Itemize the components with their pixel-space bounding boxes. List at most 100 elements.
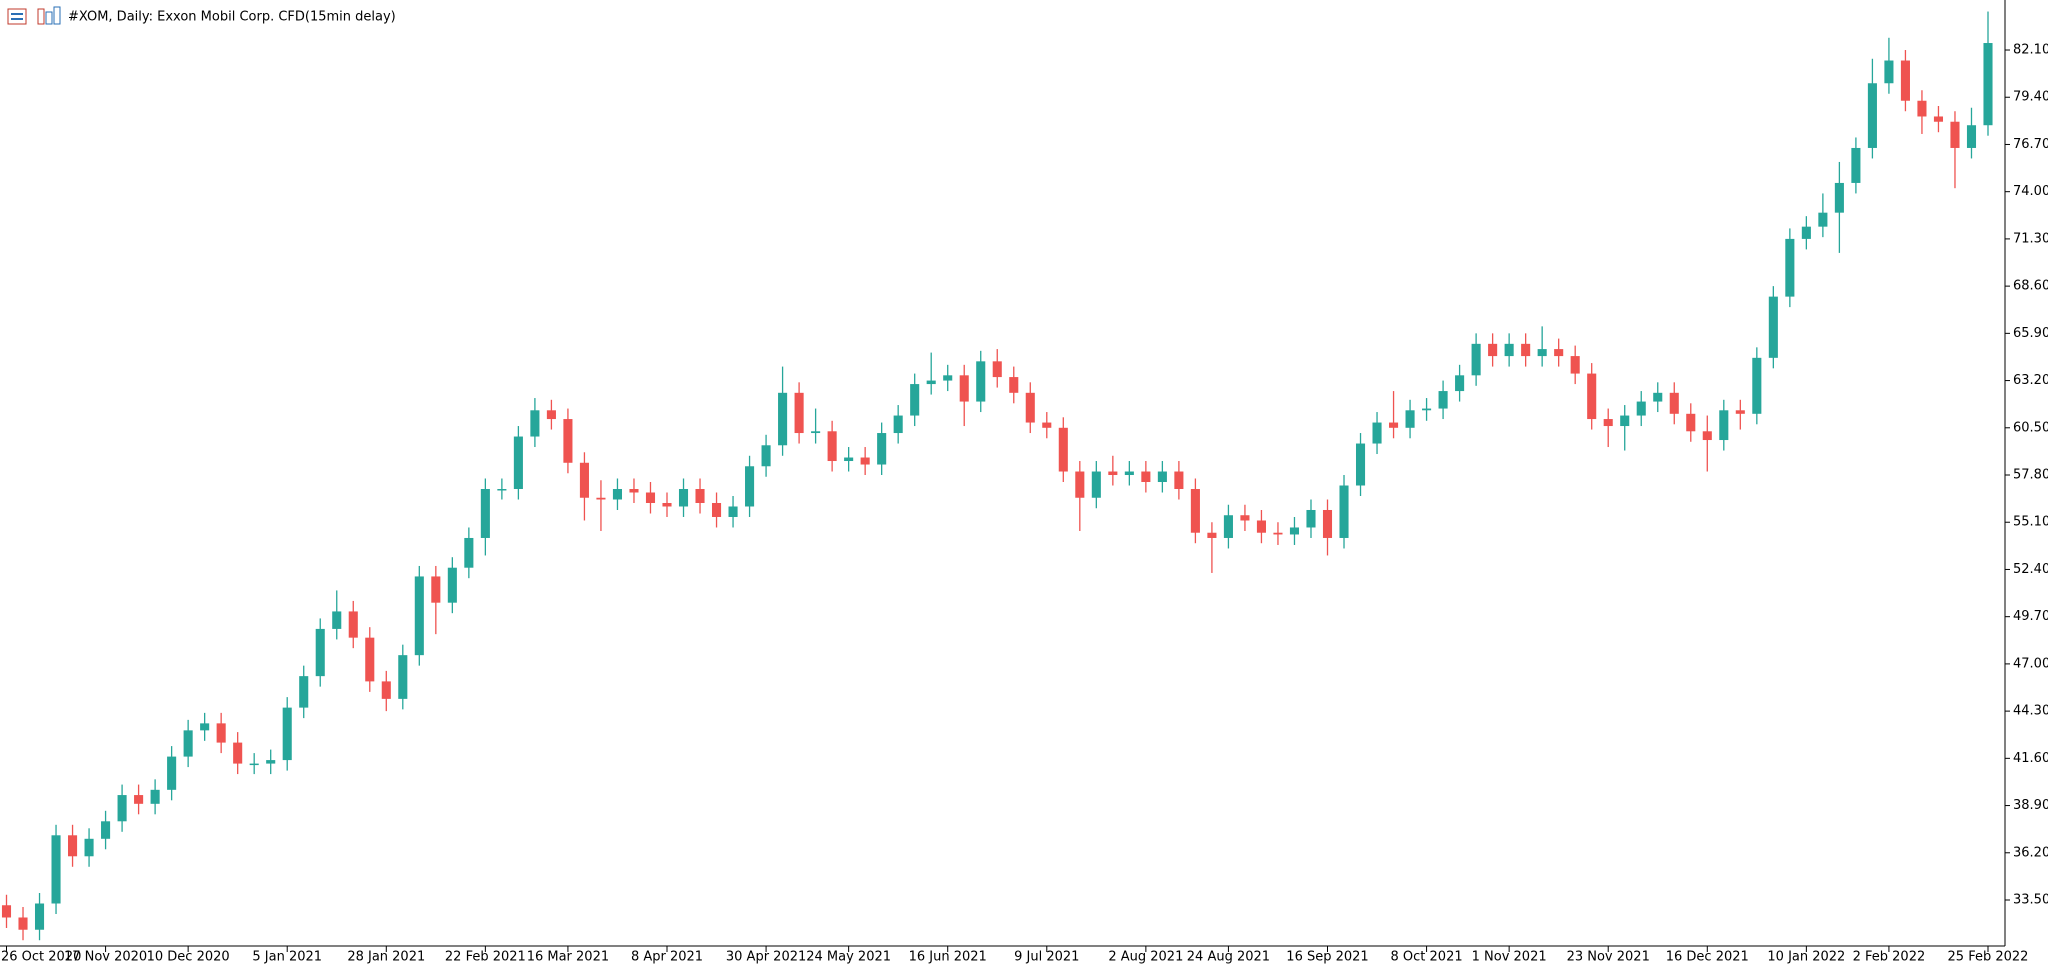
candle-body: [943, 375, 953, 381]
candle-body: [1554, 349, 1564, 357]
candle-body: [1455, 375, 1465, 392]
candle-body: [513, 436, 523, 490]
candle-body: [1339, 485, 1349, 538]
candle-body: [18, 917, 28, 930]
y-tick-label: 52.40: [2013, 562, 2048, 577]
candle-body: [1372, 422, 1382, 444]
candle-body: [68, 835, 78, 857]
toolbar-icons[interactable]: [7, 6, 61, 25]
candle-body: [761, 445, 771, 467]
candle-body: [893, 415, 903, 434]
candle-body: [844, 457, 854, 462]
candle-body: [1983, 43, 1993, 126]
candle-body: [84, 838, 94, 857]
x-tick-label: 23 Nov 2021: [1567, 950, 1650, 965]
candle-body: [1834, 182, 1844, 213]
candle-body: [1322, 509, 1333, 538]
candle-body: [1471, 343, 1481, 376]
candle-body: [1801, 226, 1811, 239]
candle-body: [1587, 373, 1597, 420]
candle-body: [216, 723, 226, 743]
candle-body: [1933, 116, 1944, 122]
x-tick-label: 17 Nov 2020: [64, 950, 147, 965]
candle-body: [1438, 391, 1448, 409]
list-icon[interactable]: [7, 8, 27, 25]
candle-body: [778, 392, 788, 446]
candle-body: [1636, 401, 1646, 416]
candle-body: [992, 361, 1002, 378]
y-tick-label: 38.90: [2013, 798, 2048, 813]
candle-body: [34, 903, 45, 930]
candle-body: [1686, 413, 1696, 432]
x-tick-label: 24 Aug 2021: [1187, 950, 1270, 965]
candle-body: [1537, 349, 1547, 357]
candle-body: [1108, 471, 1118, 476]
candle-body: [1355, 443, 1366, 486]
candle-body: [563, 419, 573, 463]
candle-body: [51, 835, 61, 904]
x-tick-label: 2 Feb 2022: [1853, 950, 1926, 965]
candle-body: [811, 431, 821, 434]
candle-body: [1521, 343, 1531, 357]
candle-body: [1190, 489, 1200, 533]
candle-body: [1950, 121, 1960, 148]
x-tick-label: 16 Mar 2021: [527, 950, 609, 965]
candle-body: [266, 760, 276, 764]
candle-body: [233, 742, 243, 764]
y-tick-label: 68.60: [2013, 279, 2048, 294]
candle-body: [579, 462, 589, 498]
candle-body: [926, 380, 936, 385]
candle-body: [1240, 515, 1250, 521]
x-tick-label: 16 Dec 2021: [1666, 950, 1749, 965]
x-tick-label: 1 Nov 2021: [1472, 950, 1547, 965]
candle-body: [662, 502, 672, 507]
x-tick-label: 5 Jan 2021: [252, 950, 322, 965]
x-tick-label: 24 May 2021: [806, 950, 891, 965]
candle-body: [447, 567, 457, 603]
candle-body: [910, 384, 920, 416]
bar-icon[interactable]: [37, 8, 45, 25]
candle-body: [629, 489, 639, 493]
candle-body: [1389, 422, 1399, 428]
candle-body: [249, 763, 259, 766]
candle-body: [745, 466, 755, 507]
candle-body: [976, 361, 986, 402]
y-tick-label: 41.60: [2013, 751, 2048, 766]
candle-body: [117, 795, 127, 822]
x-tick-label: 2 Aug 2021: [1108, 950, 1183, 965]
candle-body: [1735, 410, 1745, 414]
candle-body: [794, 392, 804, 434]
y-tick-label: 44.30: [2013, 704, 2048, 719]
candle-body: [1306, 509, 1316, 528]
candle-body: [1289, 527, 1300, 535]
candle-body: [1966, 125, 1977, 148]
candle-body: [134, 795, 144, 804]
candle-body: [101, 821, 111, 839]
candle-body: [1719, 410, 1729, 441]
candle-body: [1025, 392, 1035, 423]
candle-body: [678, 489, 689, 507]
y-tick-label: 36.20: [2013, 845, 2048, 860]
y-tick-label: 63.20: [2013, 373, 2048, 388]
y-tick-label: 65.90: [2013, 326, 2048, 341]
candle-body: [645, 492, 656, 503]
candle-body: [365, 637, 375, 682]
candle-body: [1504, 343, 1514, 357]
x-tick-label: 8 Apr 2021: [631, 950, 703, 965]
candle-body: [1141, 471, 1151, 483]
y-tick-label: 79.40: [2013, 90, 2048, 105]
candle-body: [1058, 427, 1068, 472]
y-tick-label: 82.10: [2013, 43, 2048, 58]
candle-body: [877, 433, 887, 465]
candle-body: [530, 410, 540, 437]
candle-body: [299, 676, 309, 708]
candle-body: [728, 506, 738, 517]
y-tick-label: 76.70: [2013, 137, 2048, 152]
candle-body: [546, 410, 556, 420]
candle-body: [1603, 419, 1613, 427]
candle-body: [827, 431, 837, 462]
candle-body: [167, 756, 177, 790]
candle-body: [1620, 415, 1630, 427]
